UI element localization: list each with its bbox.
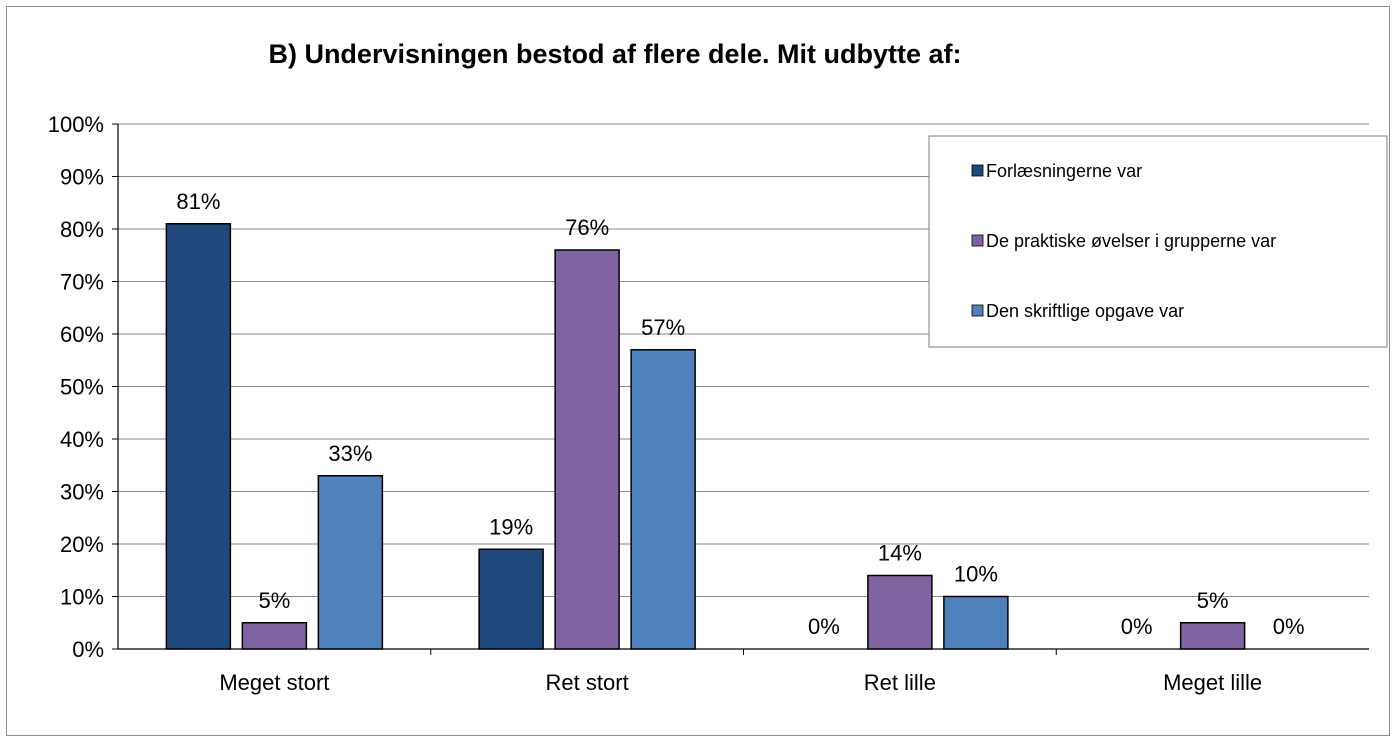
y-tick-label: 80% bbox=[60, 217, 104, 242]
legend-swatch bbox=[971, 304, 984, 317]
data-label: 19% bbox=[489, 514, 533, 539]
legend-box bbox=[928, 135, 1388, 348]
bar bbox=[317, 475, 384, 650]
legend-entry: Den skriftlige opgave var bbox=[986, 301, 1184, 321]
y-tick-label: 100% bbox=[48, 112, 104, 137]
bar bbox=[943, 595, 1009, 650]
bar bbox=[554, 249, 620, 650]
y-tick-label: 40% bbox=[60, 427, 104, 452]
bar bbox=[867, 574, 933, 650]
data-label: 5% bbox=[1197, 588, 1229, 613]
data-label: 76% bbox=[565, 215, 609, 240]
bar bbox=[165, 223, 232, 650]
data-label: 5% bbox=[258, 588, 290, 613]
legend-entry: Forlæsningerne var bbox=[986, 161, 1142, 181]
chart-title: B) Undervisningen bestod af flere dele. … bbox=[268, 39, 961, 69]
data-label: 10% bbox=[954, 562, 998, 587]
y-tick-label: 90% bbox=[60, 165, 104, 190]
bar bbox=[241, 622, 308, 650]
legend-swatch bbox=[971, 234, 984, 247]
y-tick-label: 60% bbox=[60, 322, 104, 347]
data-label: 57% bbox=[641, 315, 685, 340]
x-tick-label: Meget stort bbox=[219, 670, 329, 695]
axes: 0% 10% 20% 30% 40% 50% 60% 70% 80% 90% 100% Meget s… bbox=[48, 112, 1369, 695]
data-label: 0% bbox=[1121, 614, 1153, 639]
legend-swatch bbox=[971, 164, 984, 177]
data-label: 81% bbox=[176, 189, 220, 214]
y-tick-label: 70% bbox=[60, 270, 104, 295]
bar bbox=[478, 548, 544, 650]
bar bbox=[1179, 622, 1246, 650]
x-tick-label: Ret stort bbox=[546, 670, 629, 695]
x-tick-label: Ret lille bbox=[864, 670, 936, 695]
chart-frame bbox=[6, 6, 1390, 736]
y-tick-label: 0% bbox=[72, 637, 104, 662]
legend-entry: De praktiske øvelser i grupperne var bbox=[986, 231, 1276, 251]
y-tick-label: 50% bbox=[60, 375, 104, 400]
y-tick-label: 10% bbox=[60, 585, 104, 610]
data-label: 0% bbox=[808, 614, 840, 639]
y-tick-label: 20% bbox=[60, 532, 104, 557]
data-label: 0% bbox=[1273, 614, 1305, 639]
y-tick-label: 30% bbox=[60, 480, 104, 505]
x-tick-label: Meget lille bbox=[1163, 670, 1262, 695]
bars bbox=[165, 223, 1246, 650]
legend: Forlæsningerne var De praktiske øvelser i… bbox=[928, 135, 1388, 348]
data-label: 33% bbox=[328, 441, 372, 466]
data-label: 14% bbox=[878, 541, 922, 566]
data-labels: 81% 5% 33% 19% 76% 57% 0% 14% 10% 0% 5% 0% bbox=[176, 189, 1304, 639]
bar bbox=[630, 349, 696, 650]
